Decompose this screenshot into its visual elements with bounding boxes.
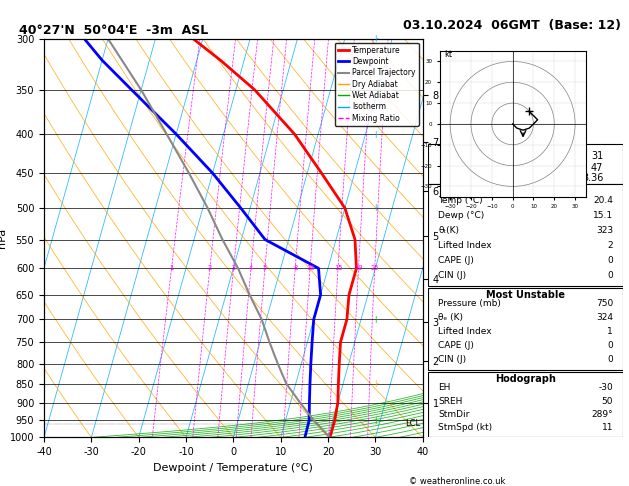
X-axis label: Dewpoint / Temperature (°C): Dewpoint / Temperature (°C) — [153, 463, 313, 473]
Text: 47: 47 — [591, 163, 603, 174]
Text: 20.4: 20.4 — [593, 196, 613, 205]
Text: SREH: SREH — [438, 397, 462, 405]
Text: 2: 2 — [608, 241, 613, 250]
Text: Totals Totals: Totals Totals — [448, 163, 507, 174]
Text: 15.1: 15.1 — [593, 211, 613, 220]
Text: 4: 4 — [249, 265, 253, 271]
Text: PW (cm): PW (cm) — [448, 174, 489, 183]
Text: 323: 323 — [596, 226, 613, 235]
Text: Lifted Index: Lifted Index — [438, 241, 492, 250]
Text: |-: |- — [374, 131, 379, 138]
Text: 03.10.2024  06GMT  (Base: 12): 03.10.2024 06GMT (Base: 12) — [403, 19, 621, 33]
Text: 0: 0 — [607, 271, 613, 279]
Text: Hodograph: Hodograph — [495, 374, 556, 384]
Text: K: K — [448, 152, 454, 161]
Text: CAPE (J): CAPE (J) — [438, 256, 474, 264]
Text: 25: 25 — [370, 265, 379, 271]
Text: |-: |- — [374, 205, 379, 211]
Text: 31: 31 — [591, 152, 603, 161]
Text: Temp (°C): Temp (°C) — [438, 196, 483, 205]
FancyBboxPatch shape — [428, 184, 623, 286]
Text: 3.36: 3.36 — [582, 174, 603, 183]
Text: 0: 0 — [607, 341, 613, 350]
FancyBboxPatch shape — [428, 144, 623, 184]
Text: 0: 0 — [607, 355, 613, 364]
Text: 2: 2 — [208, 265, 212, 271]
Text: CAPE (J): CAPE (J) — [438, 341, 474, 350]
Text: 750: 750 — [596, 299, 613, 309]
Text: StmSpd (kt): StmSpd (kt) — [438, 423, 493, 433]
Text: 0: 0 — [607, 256, 613, 264]
Text: kt: kt — [444, 50, 452, 59]
Text: 15: 15 — [334, 265, 342, 271]
Text: θₑ (K): θₑ (K) — [438, 313, 463, 322]
Text: EH: EH — [438, 383, 450, 392]
Text: Lifted Index: Lifted Index — [438, 327, 492, 336]
Text: StmDir: StmDir — [438, 410, 470, 419]
Text: 1: 1 — [169, 265, 174, 271]
Text: 1: 1 — [607, 327, 613, 336]
Text: CIN (J): CIN (J) — [438, 355, 466, 364]
Legend: Temperature, Dewpoint, Parcel Trajectory, Dry Adiabat, Wet Adiabat, Isotherm, Mi: Temperature, Dewpoint, Parcel Trajectory… — [335, 43, 419, 125]
FancyBboxPatch shape — [428, 146, 623, 180]
Text: |-: |- — [374, 316, 379, 323]
Text: θₜ(K): θₜ(K) — [438, 226, 459, 235]
Text: -30: -30 — [598, 383, 613, 392]
Text: Dewp (°C): Dewp (°C) — [438, 211, 484, 220]
Text: 20: 20 — [354, 265, 363, 271]
Text: 324: 324 — [596, 313, 613, 322]
Text: |-: |- — [374, 417, 379, 424]
Text: 10: 10 — [306, 265, 314, 271]
Text: Surface: Surface — [504, 187, 547, 196]
FancyBboxPatch shape — [428, 372, 623, 437]
Text: 11: 11 — [601, 423, 613, 433]
FancyBboxPatch shape — [428, 288, 623, 370]
Text: Most Unstable: Most Unstable — [486, 290, 565, 300]
Text: CIN (J): CIN (J) — [438, 271, 466, 279]
Text: |-: |- — [374, 380, 379, 387]
Y-axis label: hPa: hPa — [0, 228, 7, 248]
Text: 40°27'N  50°04'E  -3m  ASL: 40°27'N 50°04'E -3m ASL — [19, 24, 208, 37]
Text: 50: 50 — [601, 397, 613, 405]
Text: 3: 3 — [231, 265, 236, 271]
Text: 5: 5 — [263, 265, 267, 271]
Text: 289°: 289° — [591, 410, 613, 419]
Text: Pressure (mb): Pressure (mb) — [438, 299, 501, 309]
Text: |-: |- — [374, 35, 379, 42]
Text: 8: 8 — [293, 265, 298, 271]
Text: © weatheronline.co.uk: © weatheronline.co.uk — [409, 477, 505, 486]
Text: LCL: LCL — [405, 419, 420, 428]
